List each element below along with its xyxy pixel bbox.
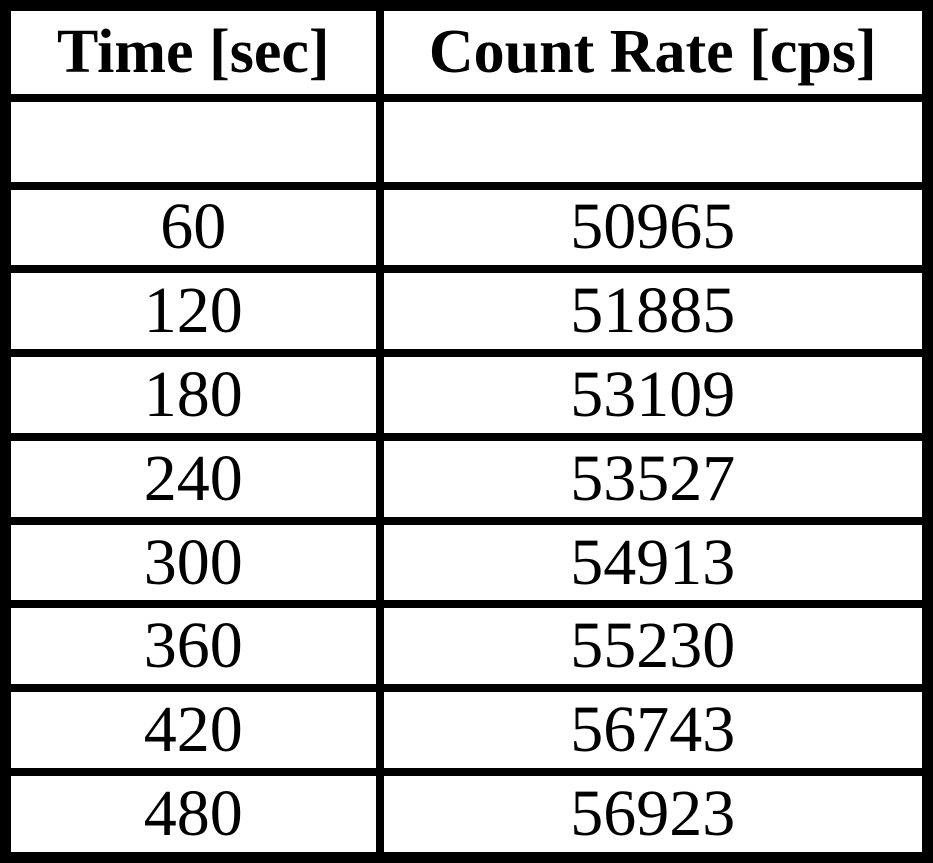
table-cell-time: 180 <box>1 349 384 441</box>
table-cell-time: 120 <box>1 265 384 358</box>
table-cell-count: 50965 <box>375 181 932 274</box>
table-cell-time: 480 <box>1 767 384 862</box>
table-row-empty <box>1 93 932 190</box>
table-cell-time: 420 <box>1 684 384 776</box>
table-cell <box>375 93 932 190</box>
table-cell <box>1 93 384 190</box>
table-row: 420 56743 <box>1 684 932 776</box>
column-header-count-rate: Count Rate [cps] <box>375 1 932 102</box>
table-cell-count: 55230 <box>375 600 932 693</box>
table-cell-time: 300 <box>1 516 384 609</box>
table-cell-count: 53527 <box>375 432 932 525</box>
table-cell-time: 240 <box>1 432 384 525</box>
table-cell-time: 360 <box>1 600 384 693</box>
column-header-time: Time [sec] <box>1 1 384 102</box>
table-row: 60 50965 <box>1 181 932 274</box>
table-cell-count: 51885 <box>375 265 932 358</box>
table-row: 180 53109 <box>1 349 932 441</box>
table-row: 240 53527 <box>1 432 932 525</box>
table-cell-count: 53109 <box>375 349 932 441</box>
table-cell-time: 60 <box>1 181 384 274</box>
table-cell-count: 54913 <box>375 516 932 609</box>
table-row: 120 51885 <box>1 265 932 358</box>
table-row: 300 54913 <box>1 516 932 609</box>
table-header-row: Time [sec] Count Rate [cps] <box>1 1 932 102</box>
table-row: 480 56923 <box>1 767 932 862</box>
table-row: 360 55230 <box>1 600 932 693</box>
table-cell-count: 56923 <box>375 767 932 862</box>
table-cell-count: 56743 <box>375 684 932 776</box>
